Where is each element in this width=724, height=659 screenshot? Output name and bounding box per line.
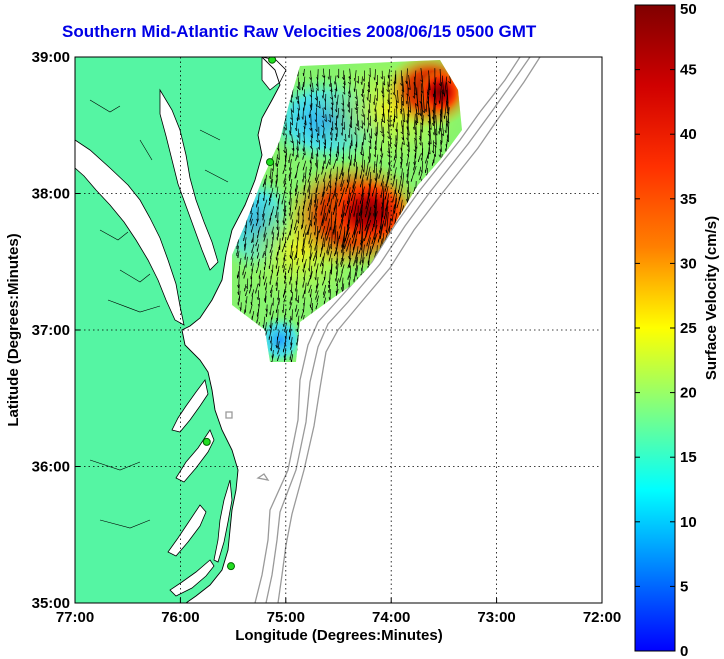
colorbar-tick-label: 20 — [680, 385, 697, 402]
radar-stations — [202, 57, 277, 571]
x-tick-label: 76:00 — [161, 609, 199, 626]
station-marker — [202, 437, 211, 446]
colorbar-tick-label: 30 — [680, 255, 697, 272]
x-axis-label: Longitude (Degrees:Minutes) — [235, 627, 443, 644]
colorbar — [634, 4, 676, 652]
colorbar-tick-label: 15 — [680, 449, 697, 466]
y-axis-label: Latitude (Degrees:Minutes) — [5, 233, 22, 426]
station-marker — [265, 158, 274, 167]
chart-title: Southern Mid-Atlantic Raw Velocities 200… — [62, 22, 537, 41]
y-tick-label: 39:00 — [32, 49, 70, 66]
colorbar-tick-label: 40 — [680, 126, 697, 143]
x-axis-ticks: 77:00 76:00 75:00 74:00 73:00 72:00 — [56, 598, 621, 626]
x-tick-label: 72:00 — [583, 609, 621, 626]
y-tick-label: 36:00 — [32, 459, 70, 476]
colorbar-tick-label: 35 — [680, 191, 697, 208]
colorbar-tick-label: 5 — [680, 578, 688, 595]
x-tick-label: 77:00 — [56, 609, 94, 626]
colorbar-tick-label: 45 — [680, 62, 697, 79]
x-tick-label: 73:00 — [477, 609, 515, 626]
colorbar-tick-label: 10 — [680, 514, 697, 531]
velocity-field — [232, 60, 462, 362]
station-marker — [268, 57, 277, 64]
y-tick-label: 35:00 — [32, 595, 70, 612]
y-tick-label: 37:00 — [32, 322, 70, 339]
bay-water — [75, 57, 287, 597]
colorbar-tick-label: 0 — [680, 643, 688, 659]
river-network — [89, 99, 229, 529]
x-tick-label: 74:00 — [372, 609, 410, 626]
colorbar-tick-label: 50 — [680, 1, 697, 18]
colorbar-label: Surface Velocity (cm/s) — [703, 216, 720, 380]
station-marker — [226, 562, 235, 571]
y-tick-label: 38:00 — [32, 186, 70, 203]
y-axis-ticks: 39:00 38:00 37:00 36:00 35:00 — [32, 49, 80, 612]
coastline — [181, 57, 281, 603]
colorbar-tick-label: 25 — [680, 320, 697, 337]
grid-lines — [75, 57, 602, 603]
bathymetry-contours — [225, 57, 541, 603]
x-tick-label: 75:00 — [267, 609, 305, 626]
